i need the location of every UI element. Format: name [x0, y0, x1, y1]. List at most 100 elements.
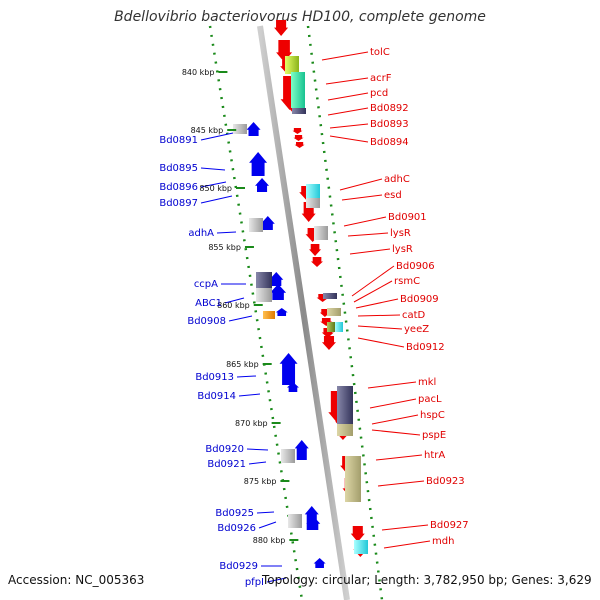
left-leader-9 — [238, 393, 261, 397]
feature-block-10 — [263, 311, 275, 319]
gene-label-rsmc: rsmC — [394, 276, 420, 287]
forward-gene-12 — [313, 558, 326, 568]
forward-gene-11 — [306, 516, 321, 530]
kbp-label-1: 845 kbp — [191, 126, 224, 135]
right-leader-5 — [329, 135, 369, 143]
right-leader-18 — [369, 398, 417, 409]
forward-gene-8 — [286, 382, 299, 392]
gene-label-bd0893: Bd0893 — [370, 119, 409, 130]
left-leader-7 — [228, 315, 253, 322]
gene-label-esd: esd — [384, 190, 402, 201]
gene-label-bd0927: Bd0927 — [430, 520, 469, 531]
forward-gene-3 — [260, 216, 275, 230]
gene-label-tolc: tolC — [370, 47, 390, 58]
feature-block-8 — [256, 272, 272, 288]
right-leader-21 — [375, 454, 423, 461]
gene-label-bd0921: Bd0921 — [207, 459, 246, 470]
gene-label-pfpi: pfpI — [245, 577, 264, 588]
gene-label-lysr: lysR — [392, 244, 413, 255]
kbp-label-7: 875 kbp — [244, 477, 277, 486]
right-leader-1 — [325, 77, 369, 85]
feature-block-4 — [306, 184, 320, 198]
left-leader-15 — [266, 577, 287, 583]
feature-block-17 — [281, 449, 295, 463]
forward-gene-4 — [269, 272, 284, 286]
gene-label-bd0913: Bd0913 — [195, 372, 234, 383]
right-leader-10 — [349, 248, 391, 255]
gene-label-adha: adhA — [188, 228, 214, 239]
reverse-gene-0 — [274, 20, 289, 36]
gene-label-bd0926: Bd0926 — [217, 523, 256, 534]
gene-label-mdh: mdh — [432, 536, 454, 547]
kbp-label-5: 865 kbp — [226, 360, 259, 369]
kbp-label-6: 870 kbp — [235, 419, 268, 428]
right-leader-11 — [351, 265, 395, 297]
left-leader-8 — [236, 375, 257, 378]
accession-text: Accession: NC_005363 — [8, 573, 145, 587]
feature-block-2 — [292, 108, 306, 114]
forward-gene-5 — [270, 284, 287, 300]
kbp-label-3: 855 kbp — [208, 243, 241, 252]
right-leader-16 — [357, 337, 405, 348]
gene-label-bd0912: Bd0912 — [406, 342, 445, 353]
gene-label-htra: htrA — [424, 450, 445, 461]
feature-block-3 — [233, 124, 247, 134]
page-title: Bdellovibrio bacteriovorus HD100, comple… — [114, 9, 486, 25]
feature-block-18 — [345, 456, 361, 476]
right-leader-23 — [381, 524, 429, 531]
gene-label-bd0925: Bd0925 — [215, 508, 254, 519]
left-leader-3 — [200, 195, 233, 204]
feature-block-13 — [327, 322, 335, 332]
forward-gene-7 — [279, 353, 298, 385]
right-leader-4 — [329, 123, 369, 129]
gene-label-ccpa: ccpA — [194, 279, 218, 290]
forward-gene-2 — [255, 178, 270, 192]
kbp-label-2: 850 kbp — [199, 184, 232, 193]
feature-block-6 — [249, 218, 263, 232]
left-leader-6 — [224, 297, 245, 304]
forward-gene-6 — [275, 308, 288, 316]
gene-label-lysr: lysR — [390, 228, 411, 239]
right-leader-15 — [357, 325, 403, 330]
gene-label-mkl: mkl — [418, 377, 436, 388]
gene-label-bd0901: Bd0901 — [388, 212, 427, 223]
feature-block-14 — [335, 322, 343, 332]
gene-label-pcd: pcd — [370, 88, 388, 99]
feature-block-1 — [291, 72, 305, 108]
right-leader-22 — [377, 480, 425, 487]
left-leader-0 — [200, 132, 234, 141]
reverse-gene-17 — [321, 336, 336, 350]
reverse-gene-6 — [293, 135, 304, 141]
feature-block-9 — [256, 288, 272, 302]
gene-label-pacl: pacL — [418, 394, 442, 405]
left-leader-4 — [216, 231, 237, 234]
right-leader-7 — [341, 194, 383, 201]
right-leader-3 — [327, 107, 369, 116]
right-leader-17 — [367, 381, 417, 389]
left-leader-2 — [200, 181, 227, 188]
gene-label-bd0892: Bd0892 — [370, 103, 409, 114]
forward-gene-1 — [249, 152, 268, 176]
gene-label-acrf: acrF — [370, 73, 392, 84]
right-track — [306, 25, 384, 600]
gene-label-bd0896: Bd0896 — [159, 182, 198, 193]
topology-text: Topology: circular; Length: 3,782,950 bp… — [262, 573, 592, 587]
left-leader-10 — [246, 448, 269, 451]
gene-label-bd0906: Bd0906 — [396, 261, 435, 272]
forward-gene-9 — [294, 440, 309, 460]
gene-label-hspc: hspC — [420, 410, 445, 421]
left-leader-1 — [200, 167, 226, 171]
right-leader-12 — [353, 280, 393, 303]
gene-label-yeez: yeeZ — [404, 324, 429, 335]
left-leader-11 — [248, 461, 267, 465]
gene-label-catd: catD — [402, 310, 426, 321]
reverse-gene-5 — [292, 128, 303, 134]
right-leader-2 — [327, 92, 369, 101]
feature-block-7 — [314, 226, 328, 240]
right-leader-19 — [371, 414, 419, 425]
left-leader-12 — [256, 511, 275, 514]
right-leader-24 — [383, 540, 431, 549]
left-leader-13 — [258, 521, 277, 529]
gene-label-bd0895: Bd0895 — [159, 163, 198, 174]
